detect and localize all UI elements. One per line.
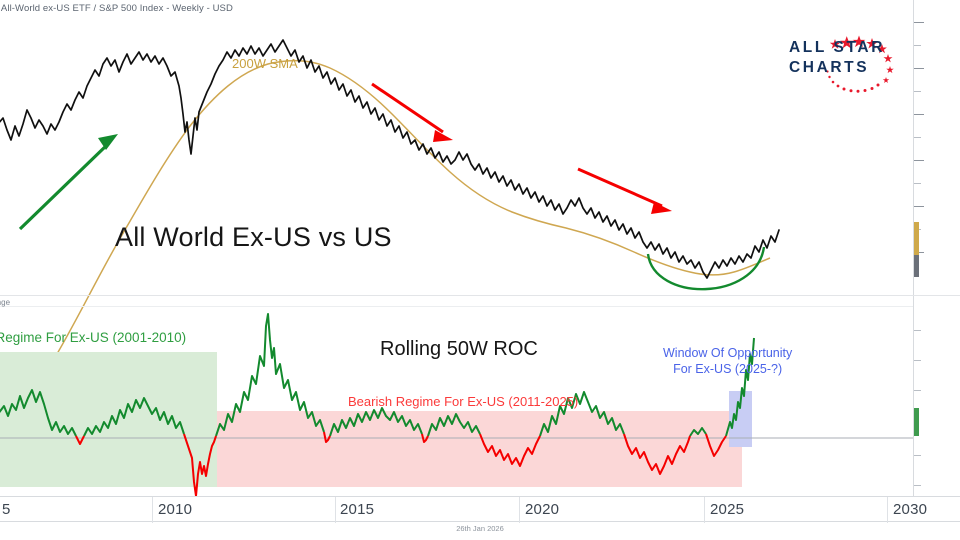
roc-plot — [0, 313, 913, 497]
right-price-axis[interactable] — [913, 0, 960, 496]
bearish-regime-shade — [217, 411, 742, 487]
window-label-line-2: For Ex-US (2025-?) — [673, 362, 783, 376]
sma-label: 200W SMA — [232, 56, 298, 71]
instrument-title: Vanguard FTSE All-World ex-US ETF / S&P … — [0, 3, 233, 14]
right-axis-divider — [913, 295, 960, 296]
logo-text-line-2: CHARTS — [789, 59, 870, 76]
panel-divider-secondary — [0, 306, 913, 307]
logo-star-circle — [826, 35, 894, 93]
bullish-regime-shade — [0, 352, 217, 487]
rolling-50w-roc-panel[interactable]: Rolling 50W ROC — [0, 296, 913, 497]
x-tick-2010: 2010 — [158, 501, 193, 518]
bullish-trend-arrow — [18, 134, 118, 231]
all-star-charts-logo: ALL STAR CHARTS — [789, 33, 909, 93]
price-ratio-line — [0, 39, 780, 279]
x-tick-2025: 2025 — [710, 501, 745, 518]
panel-divider — [0, 295, 913, 296]
price-ratio-plot — [0, 39, 780, 370]
x-tick-2030: 2030 — [893, 501, 928, 518]
roc-value-marker — [914, 408, 919, 436]
x-axis-right-corner — [913, 496, 960, 522]
window-of-opportunity-label: Window Of Opportunity For Ex-US (2025-?) — [663, 345, 792, 377]
x-axis[interactable]: 5 2010 2015 2020 2025 2030 — [0, 496, 927, 523]
x-tick-2015: 2015 — [340, 501, 375, 518]
lower-panel-axis-label: Change — [0, 298, 11, 307]
rounding-bottom-arc — [646, 246, 766, 291]
bullish-regime-label: Bullish Regime For Ex-US (2001-2010) — [0, 330, 187, 345]
logo-text-line-1: ALL STAR — [789, 39, 885, 56]
sma-price-marker — [914, 222, 919, 258]
roc-line-positive — [0, 313, 755, 437]
footer-date: 26th Jan 2026 — [456, 524, 504, 533]
page-title: All World Ex-US vs US — [115, 222, 392, 252]
x-tick-2005: 5 — [2, 501, 11, 518]
bearish-trend-arrow-1 — [371, 82, 453, 142]
roc-panel-title: Rolling 50W ROC — [380, 338, 538, 360]
bearish-regime-label: Bearish Regime For Ex-US (2011-2025) — [348, 394, 579, 409]
last-price-marker — [914, 255, 919, 277]
x-tick-2020: 2020 — [525, 501, 560, 518]
window-label-line-1: Window Of Opportunity — [663, 346, 793, 360]
window-of-opportunity-shade — [729, 391, 752, 447]
200w-sma-line — [47, 59, 771, 370]
price-ratio-panel[interactable]: 200W SMA — [0, 14, 913, 370]
roc-line-negative — [75, 431, 727, 497]
bearish-trend-arrow-2 — [577, 167, 672, 214]
logo-text: ALL STAR CHARTS — [789, 38, 885, 78]
